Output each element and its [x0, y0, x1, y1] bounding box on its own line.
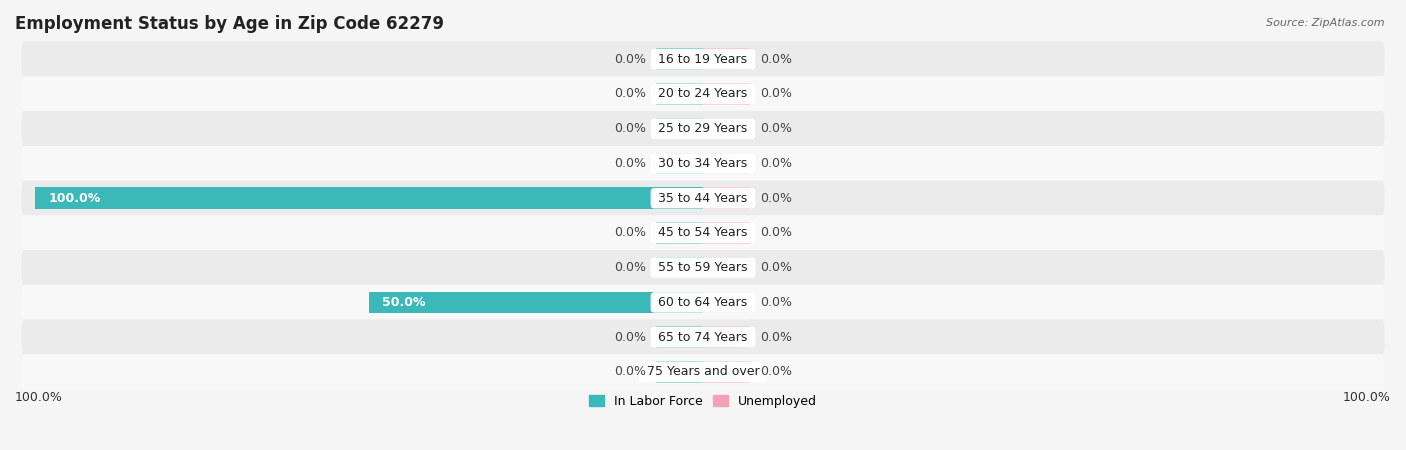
Text: 0.0%: 0.0%: [614, 157, 647, 170]
Text: 60 to 64 Years: 60 to 64 Years: [654, 296, 752, 309]
Bar: [657, 257, 703, 279]
FancyBboxPatch shape: [21, 76, 1385, 112]
Text: 0.0%: 0.0%: [759, 261, 792, 274]
Bar: [703, 257, 749, 279]
FancyBboxPatch shape: [21, 354, 1385, 390]
Bar: [657, 326, 703, 348]
Bar: [657, 222, 703, 244]
Text: 0.0%: 0.0%: [759, 365, 792, 378]
Text: 50.0%: 50.0%: [382, 296, 426, 309]
Text: 100.0%: 100.0%: [1343, 391, 1391, 404]
Text: 65 to 74 Years: 65 to 74 Years: [654, 331, 752, 344]
Text: 0.0%: 0.0%: [759, 226, 792, 239]
Text: 35 to 44 Years: 35 to 44 Years: [654, 192, 752, 205]
Text: 0.0%: 0.0%: [759, 122, 792, 135]
Text: 0.0%: 0.0%: [614, 365, 647, 378]
Bar: [703, 326, 749, 348]
Bar: [657, 83, 703, 105]
Text: 0.0%: 0.0%: [614, 226, 647, 239]
Text: 0.0%: 0.0%: [759, 157, 792, 170]
FancyBboxPatch shape: [21, 111, 1385, 146]
Bar: [703, 49, 749, 70]
Text: Source: ZipAtlas.com: Source: ZipAtlas.com: [1267, 18, 1385, 28]
Text: 0.0%: 0.0%: [759, 296, 792, 309]
FancyBboxPatch shape: [21, 320, 1385, 355]
Bar: [703, 361, 749, 382]
Text: 0.0%: 0.0%: [614, 331, 647, 344]
Bar: [703, 292, 749, 313]
Bar: [703, 188, 749, 209]
FancyBboxPatch shape: [21, 215, 1385, 251]
Legend: In Labor Force, Unemployed: In Labor Force, Unemployed: [583, 390, 823, 413]
Bar: [703, 83, 749, 105]
Text: 0.0%: 0.0%: [759, 53, 792, 66]
Bar: [657, 153, 703, 174]
Text: 0.0%: 0.0%: [759, 331, 792, 344]
Text: Employment Status by Age in Zip Code 62279: Employment Status by Age in Zip Code 622…: [15, 15, 444, 33]
FancyBboxPatch shape: [21, 250, 1385, 285]
Text: 45 to 54 Years: 45 to 54 Years: [654, 226, 752, 239]
Text: 0.0%: 0.0%: [614, 261, 647, 274]
FancyBboxPatch shape: [21, 180, 1385, 216]
Text: 0.0%: 0.0%: [759, 192, 792, 205]
FancyBboxPatch shape: [21, 285, 1385, 320]
Bar: [657, 49, 703, 70]
Text: 55 to 59 Years: 55 to 59 Years: [654, 261, 752, 274]
Text: 20 to 24 Years: 20 to 24 Years: [654, 87, 752, 100]
Text: 0.0%: 0.0%: [614, 122, 647, 135]
Text: 75 Years and over: 75 Years and over: [643, 365, 763, 378]
Bar: [703, 222, 749, 244]
Bar: [703, 153, 749, 174]
Text: 16 to 19 Years: 16 to 19 Years: [654, 53, 752, 66]
Text: 25 to 29 Years: 25 to 29 Years: [654, 122, 752, 135]
Bar: [368, 292, 703, 313]
Bar: [35, 188, 703, 209]
Bar: [703, 118, 749, 140]
Bar: [657, 361, 703, 382]
Text: 0.0%: 0.0%: [614, 87, 647, 100]
Text: 100.0%: 100.0%: [15, 391, 63, 404]
Text: 100.0%: 100.0%: [48, 192, 101, 205]
FancyBboxPatch shape: [21, 41, 1385, 77]
FancyBboxPatch shape: [21, 146, 1385, 181]
Text: 30 to 34 Years: 30 to 34 Years: [654, 157, 752, 170]
Text: 0.0%: 0.0%: [759, 87, 792, 100]
Text: 0.0%: 0.0%: [614, 53, 647, 66]
Bar: [657, 118, 703, 140]
